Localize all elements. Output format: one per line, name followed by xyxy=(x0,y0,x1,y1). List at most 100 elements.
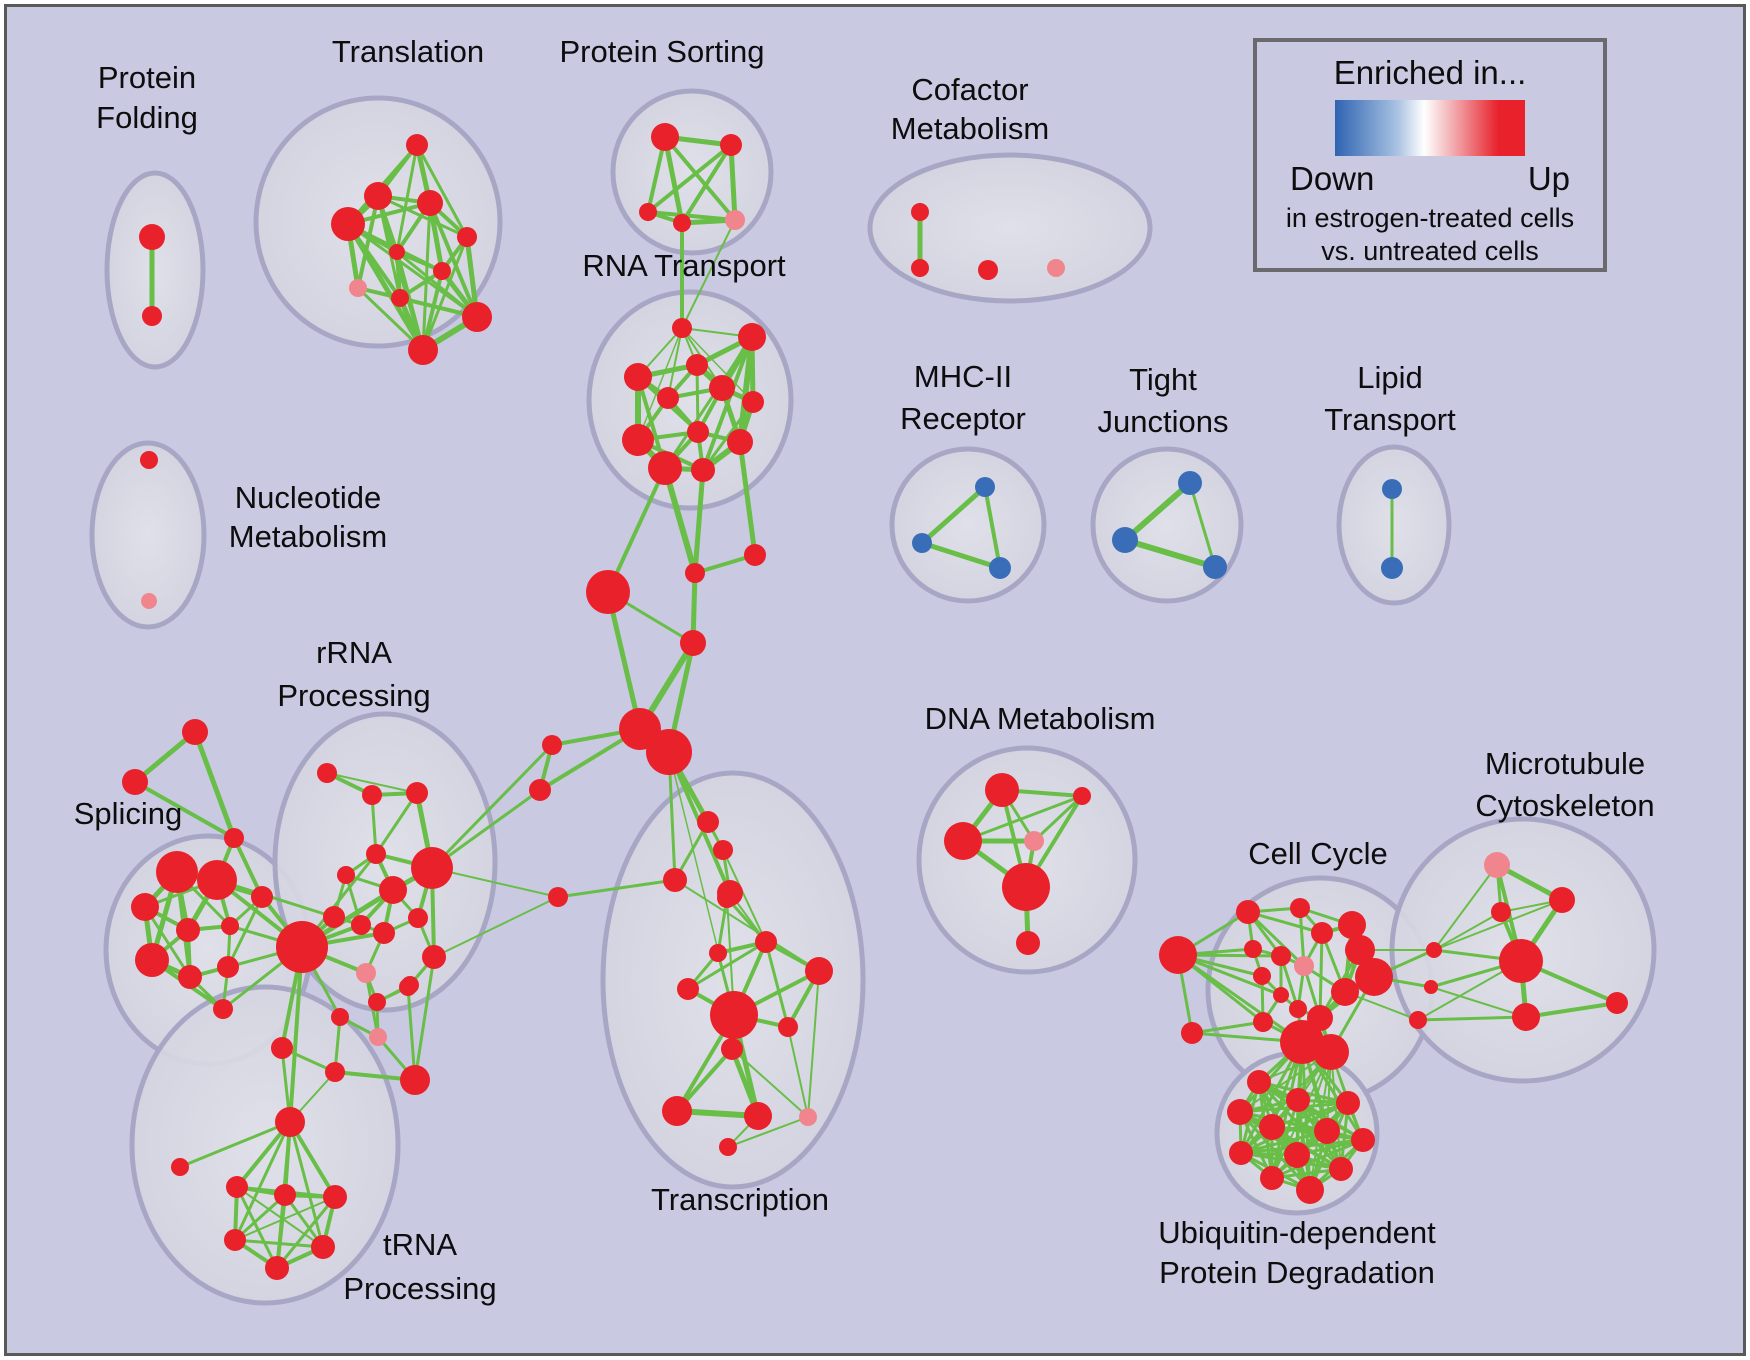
node[interactable] xyxy=(197,860,237,900)
node[interactable] xyxy=(1345,935,1375,965)
node[interactable] xyxy=(364,182,392,210)
node[interactable] xyxy=(275,1107,305,1137)
node[interactable] xyxy=(1331,978,1359,1006)
node[interactable] xyxy=(1484,852,1510,878)
node[interactable] xyxy=(373,922,395,944)
node[interactable] xyxy=(406,134,428,156)
node[interactable] xyxy=(271,1037,293,1059)
node[interactable] xyxy=(744,1102,772,1130)
node[interactable] xyxy=(1159,936,1197,974)
node[interactable] xyxy=(325,1062,345,1082)
node[interactable] xyxy=(677,978,699,1000)
node[interactable] xyxy=(156,851,198,893)
node[interactable] xyxy=(697,811,719,833)
node[interactable] xyxy=(389,244,405,260)
node[interactable] xyxy=(369,1028,387,1046)
node[interactable] xyxy=(1294,956,1314,976)
node[interactable] xyxy=(1280,1020,1324,1064)
node[interactable] xyxy=(406,782,428,804)
node[interactable] xyxy=(337,866,355,884)
node[interactable] xyxy=(1382,479,1402,499)
node[interactable] xyxy=(744,544,766,566)
node[interactable] xyxy=(1314,1118,1340,1144)
node[interactable] xyxy=(710,991,758,1039)
node[interactable] xyxy=(224,828,244,848)
node[interactable] xyxy=(1426,942,1442,958)
node[interactable] xyxy=(978,260,998,280)
node[interactable] xyxy=(141,593,157,609)
node[interactable] xyxy=(251,886,273,908)
node[interactable] xyxy=(311,1235,335,1259)
node[interactable] xyxy=(1313,1034,1349,1070)
node[interactable] xyxy=(778,1017,798,1037)
node[interactable] xyxy=(1329,1157,1353,1181)
node[interactable] xyxy=(1259,1114,1285,1140)
node[interactable] xyxy=(624,363,652,391)
node[interactable] xyxy=(717,888,737,908)
node[interactable] xyxy=(276,921,328,973)
node[interactable] xyxy=(400,1065,430,1095)
node[interactable] xyxy=(351,915,371,935)
node[interactable] xyxy=(685,563,705,583)
node[interactable] xyxy=(586,570,630,614)
node[interactable] xyxy=(1289,1000,1307,1018)
node[interactable] xyxy=(651,123,679,151)
node[interactable] xyxy=(1253,967,1271,985)
node[interactable] xyxy=(1286,1088,1310,1112)
node[interactable] xyxy=(1229,1141,1253,1165)
node[interactable] xyxy=(362,785,382,805)
node[interactable] xyxy=(985,773,1019,807)
node[interactable] xyxy=(719,1138,737,1156)
node[interactable] xyxy=(738,323,766,351)
node[interactable] xyxy=(1355,958,1393,996)
node[interactable] xyxy=(989,557,1011,579)
node[interactable] xyxy=(709,375,735,401)
node[interactable] xyxy=(691,458,715,482)
node[interactable] xyxy=(265,1256,289,1280)
node[interactable] xyxy=(646,729,692,775)
node[interactable] xyxy=(1351,1128,1375,1152)
node[interactable] xyxy=(462,302,492,332)
node[interactable] xyxy=(1512,1003,1540,1031)
node[interactable] xyxy=(944,822,982,860)
node[interactable] xyxy=(368,993,386,1011)
node[interactable] xyxy=(417,190,443,216)
node[interactable] xyxy=(1112,527,1138,553)
node[interactable] xyxy=(1336,1091,1360,1115)
node[interactable] xyxy=(709,944,727,962)
node[interactable] xyxy=(680,630,706,656)
node[interactable] xyxy=(131,893,159,921)
node[interactable] xyxy=(171,1158,189,1176)
node[interactable] xyxy=(408,908,428,928)
node[interactable] xyxy=(411,847,453,889)
node[interactable] xyxy=(1203,555,1227,579)
node[interactable] xyxy=(687,421,709,443)
node[interactable] xyxy=(1181,1022,1203,1044)
node[interactable] xyxy=(317,763,337,783)
node[interactable] xyxy=(542,735,562,755)
node[interactable] xyxy=(331,207,365,241)
node[interactable] xyxy=(721,1038,743,1060)
node[interactable] xyxy=(391,289,409,307)
node[interactable] xyxy=(1247,1070,1271,1094)
node[interactable] xyxy=(1002,863,1050,911)
node[interactable] xyxy=(1047,259,1065,277)
node[interactable] xyxy=(662,1096,692,1126)
node[interactable] xyxy=(639,203,657,221)
node[interactable] xyxy=(720,134,742,156)
node[interactable] xyxy=(1409,1011,1427,1029)
node[interactable] xyxy=(686,354,708,376)
node[interactable] xyxy=(356,963,376,983)
node[interactable] xyxy=(457,227,477,247)
node[interactable] xyxy=(142,306,162,326)
node[interactable] xyxy=(1178,471,1202,495)
node[interactable] xyxy=(323,1185,347,1209)
node[interactable] xyxy=(176,918,200,942)
node[interactable] xyxy=(663,868,687,892)
node[interactable] xyxy=(1606,992,1628,1014)
node[interactable] xyxy=(408,335,438,365)
node[interactable] xyxy=(799,1108,817,1126)
node[interactable] xyxy=(366,844,386,864)
node[interactable] xyxy=(1024,831,1044,851)
node[interactable] xyxy=(805,957,833,985)
